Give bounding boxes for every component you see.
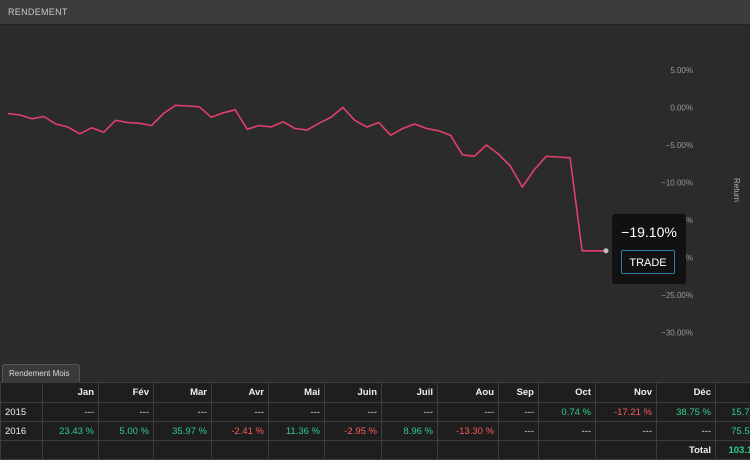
column-header: Déc: [656, 382, 716, 403]
empty-cell: [0, 440, 43, 460]
table-cell: -2.41 %: [211, 421, 269, 441]
return-chart: 5.00%0.00%−5.00%−10.00%−15.00%−20.00%−25…: [7, 66, 741, 338]
table-cell: -17.21 %: [595, 402, 657, 422]
table-row: 2015 --- --- --- --- --- --- --- --- --- 0.74 % -17…: [0, 402, 750, 422]
empty-cell: [498, 440, 539, 460]
table-cell: 0.74 %: [538, 402, 596, 422]
y-axis-label: Return: [732, 178, 741, 202]
tab-label: Rendement Mois: [9, 369, 70, 378]
table-header-row: JanFévMarAvrMaiJuinJuilAouSepOctNovDécTo…: [0, 382, 750, 403]
table-cell: 15.72 %: [715, 402, 750, 422]
panel-header: RENDEMENT: [0, 0, 750, 25]
table-cell: ---: [538, 421, 596, 441]
empty-cell: [595, 440, 657, 460]
table-cell: ---: [324, 402, 382, 422]
empty-cell: [538, 440, 596, 460]
panel-title: RENDEMENT: [8, 7, 68, 17]
empty-cell: [211, 440, 269, 460]
empty-cell: [268, 440, 325, 460]
empty-cell: [98, 440, 154, 460]
y-tick-label: 0.00%: [670, 104, 693, 113]
table-cell: 38.75 %: [656, 402, 716, 422]
last-point-marker: [603, 248, 609, 254]
y-tick-label: −25.00%: [661, 291, 693, 300]
table-cell: ---: [381, 402, 438, 422]
row-year: 2015: [0, 402, 43, 422]
empty-cell: [153, 440, 212, 460]
column-header: Fév: [98, 382, 154, 403]
column-header: Aou: [437, 382, 499, 403]
empty-cell: [437, 440, 499, 460]
table-row: 2016 23.43 % 5.00 % 35.97 % -2.41 % 11.36 % -2…: [0, 421, 750, 441]
table-cell: ---: [98, 402, 154, 422]
table-cell: 23.43 %: [42, 421, 99, 441]
table-cell: -13.30 %: [437, 421, 499, 441]
empty-cell: [324, 440, 382, 460]
column-header: Juil: [381, 382, 438, 403]
column-header: Juin: [324, 382, 382, 403]
column-header: Mai: [268, 382, 325, 403]
table-cell: 8.96 %: [381, 421, 438, 441]
column-header: Tot: [715, 382, 750, 403]
empty-cell: [42, 440, 99, 460]
y-tick-label: −30.00%: [661, 329, 693, 338]
table-cell: ---: [595, 421, 657, 441]
chart-area: 5.00%0.00%−5.00%−10.00%−15.00%−20.00%−25…: [0, 25, 750, 350]
table-cell: ---: [153, 402, 212, 422]
table-cell: 35.97 %: [153, 421, 212, 441]
column-header: Nov: [595, 382, 657, 403]
monthly-returns-table: JanFévMarAvrMaiJuinJuilAouSepOctNovDécTo…: [0, 382, 750, 460]
row-year: 2016: [0, 421, 43, 441]
tooltip-value: −19.10%: [621, 224, 677, 240]
trade-button[interactable]: TRADE: [621, 250, 675, 274]
y-tick-label: −5.00%: [666, 141, 693, 150]
column-header: Sep: [498, 382, 539, 403]
y-tick-label: 5.00%: [670, 66, 693, 75]
empty-cell: [381, 440, 438, 460]
total-value: 103.19%: [715, 440, 750, 460]
tab-rendement-mois[interactable]: Rendement Mois: [2, 364, 80, 383]
y-tick-label: −10.00%: [661, 179, 693, 188]
table-cell: ---: [437, 402, 499, 422]
table-cell: 5.00 %: [98, 421, 154, 441]
table-cell: ---: [211, 402, 269, 422]
tooltip: −19.10% TRADE: [612, 214, 686, 284]
column-header: Mar: [153, 382, 212, 403]
table-cell: ---: [42, 402, 99, 422]
total-label: Total: [656, 440, 716, 460]
column-header: Jan: [42, 382, 99, 403]
table-cell: 11.36 %: [268, 421, 325, 441]
return-series-line: [7, 104, 606, 252]
column-header: [0, 382, 43, 403]
table-cell: ---: [498, 402, 539, 422]
table-cell: 75.59 %: [715, 421, 750, 441]
table-cell: ---: [656, 421, 716, 441]
column-header: Avr: [211, 382, 269, 403]
table-cell: -2.95 %: [324, 421, 382, 441]
table-cell: ---: [268, 402, 325, 422]
table-cell: ---: [498, 421, 539, 441]
column-header: Oct: [538, 382, 596, 403]
